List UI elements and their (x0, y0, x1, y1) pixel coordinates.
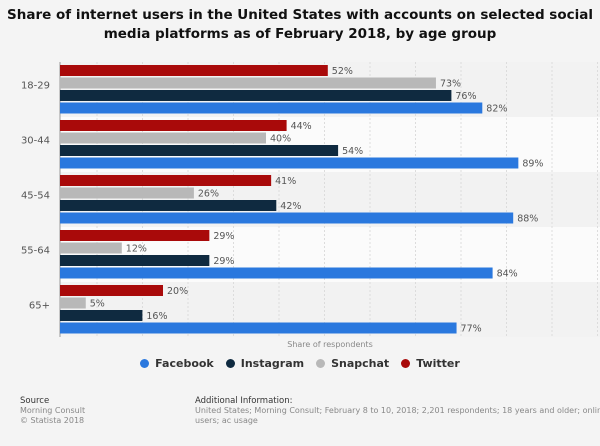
bar-facebook (60, 322, 457, 334)
source-line: Morning Consult (20, 406, 86, 415)
additional-heading: Additional Information: (195, 396, 293, 406)
data-label: 29% (213, 256, 234, 267)
bar-instagram (60, 255, 210, 266)
data-label: 26% (198, 189, 219, 200)
data-label: 89% (522, 159, 543, 170)
legend-item-snapchat[interactable]: Snapchat (316, 357, 389, 370)
category-label: 65+ (29, 301, 50, 312)
legend-item-facebook[interactable]: Facebook (140, 357, 214, 370)
bar-instagram (60, 145, 339, 156)
bar-snapchat (60, 132, 266, 144)
legend-dot-icon (140, 359, 150, 368)
data-label: 82% (486, 104, 507, 115)
x-axis-label: Share of respondents (287, 340, 373, 349)
bar-instagram (60, 90, 452, 101)
bar-twitter (60, 285, 163, 296)
legend-item-instagram[interactable]: Instagram (225, 357, 305, 370)
data-label: 42% (280, 201, 301, 212)
source-block: Source Morning Consult © Statista 2018 (20, 396, 85, 426)
data-label: 16% (146, 311, 167, 322)
data-label: 54% (342, 146, 363, 157)
legend-dot-icon (225, 359, 235, 368)
bar-twitter (60, 175, 272, 186)
legend-item-twitter[interactable]: Twitter (401, 357, 460, 370)
data-label: 12% (126, 244, 147, 255)
bar-instagram (60, 200, 277, 211)
bar-facebook (60, 212, 514, 224)
bar-facebook (60, 102, 483, 114)
category-label: 45-54 (21, 191, 50, 202)
legend-label: Twitter (416, 357, 460, 370)
data-label: 40% (270, 134, 291, 145)
data-label: 41% (275, 176, 296, 187)
bar-snapchat (60, 187, 194, 199)
data-label: 5% (90, 299, 105, 310)
additional-info: Additional Information: United States; M… (195, 396, 600, 426)
data-label: 52% (332, 66, 353, 77)
data-label: 84% (497, 269, 518, 280)
legend: Facebook Instagram Snapchat Twitter (0, 357, 600, 371)
chart-title: Share of internet users in the United St… (7, 7, 593, 42)
category-label: 30-44 (21, 136, 50, 147)
legend-dot-icon (401, 359, 411, 368)
copyright-line: © Statista 2018 (20, 416, 85, 425)
bar-snapchat (60, 77, 436, 89)
data-label: 88% (517, 214, 538, 225)
category-label: 18-29 (21, 81, 50, 92)
data-label: 20% (167, 286, 188, 297)
bar-facebook (60, 267, 493, 279)
data-label: 29% (213, 231, 234, 242)
legend-label: Facebook (155, 357, 214, 370)
bar-snapchat (60, 297, 86, 309)
source-heading: Source (20, 396, 50, 406)
additional-text: United States; Morning Consult; February… (195, 406, 600, 425)
bar-instagram (60, 310, 143, 321)
data-label: 77% (461, 324, 482, 335)
bar-twitter (60, 65, 328, 76)
data-label: 73% (440, 79, 461, 90)
category-label: 55-64 (21, 246, 50, 257)
legend-label: Instagram (240, 357, 305, 370)
data-label: 44% (291, 121, 312, 132)
bar-twitter (60, 230, 210, 241)
legend-label: Snapchat (331, 357, 390, 370)
bar-facebook (60, 157, 519, 169)
legend-dot-icon (316, 359, 326, 368)
data-label: 76% (455, 91, 476, 102)
bar-twitter (60, 120, 287, 131)
bar-snapchat (60, 242, 122, 254)
